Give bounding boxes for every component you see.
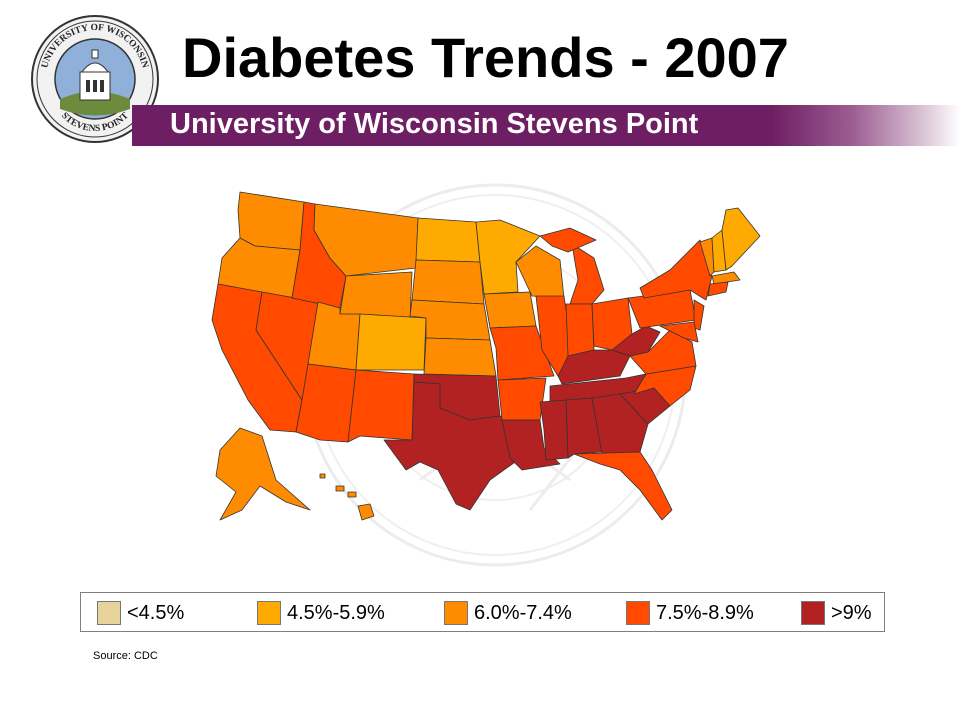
legend-swatch-5 [801,601,825,625]
legend-swatch-2 [257,601,281,625]
state-hawaii-island-4 [319,473,326,479]
state-new-jersey [693,299,705,331]
state-south-dakota [411,259,485,305]
legend-label-3: 6.0%-7.4% [474,601,572,624]
state-arkansas [497,377,547,421]
legend-swatch-1 [97,601,121,625]
university-seal-logo: UNIVERSITY OF WISCONSIN STEVENS POINT [31,15,159,143]
page-title: Diabetes Trends - 2007 [182,26,789,89]
legend-swatch-4 [626,601,650,625]
us-diabetes-map [211,191,761,521]
state-hawaii [357,503,375,521]
state-hawaii-island-2 [335,485,345,492]
state-massachusetts [711,271,741,285]
state-colorado [355,313,427,371]
state-alaska [215,427,311,521]
legend-label-1: <4.5% [127,601,185,624]
map-legend: <4.5% 4.5%-5.9% 6.0%-7.4% 7.5%-8.9% >9% [80,592,885,632]
state-wyoming [339,271,413,321]
subtitle-banner [132,105,960,146]
legend-item-2: 4.5%-5.9% [257,601,385,625]
legend-swatch-3 [444,601,468,625]
state-west-virginia [611,325,661,357]
legend-item-3: 6.0%-7.4% [444,601,572,625]
state-minnesota [475,219,541,295]
state-connecticut [707,281,729,297]
state-new-mexico [347,369,415,443]
legend-label-2: 4.5%-5.9% [287,601,385,624]
legend-item-4: 7.5%-8.9% [626,601,754,625]
state-maine [721,207,761,271]
state-hawaii-island-3 [347,491,357,498]
state-pennsylvania [627,289,697,329]
state-missouri [489,325,555,381]
state-michigan [569,243,605,305]
legend-label-4: 7.5%-8.9% [656,601,754,624]
state-texas [383,381,521,511]
state-maryland [659,321,699,343]
state-wisconsin [515,245,565,299]
state-washington [237,191,305,251]
state-north-dakota [415,217,481,263]
legend-item-1: <4.5% [97,601,184,625]
state-kansas [423,337,497,377]
state-mississippi [539,399,569,461]
state-florida [573,451,673,521]
state-new-york [639,239,713,301]
state-michigan-upper [539,227,597,253]
state-iowa [483,291,537,329]
legend-label-5: >9% [831,601,872,624]
page-subtitle: University of Wisconsin Stevens Point [170,108,699,140]
source-note: Source: CDC [93,650,158,662]
state-alabama [565,397,603,459]
state-indiana [565,303,595,357]
legend-item-5: >9% [801,601,872,625]
